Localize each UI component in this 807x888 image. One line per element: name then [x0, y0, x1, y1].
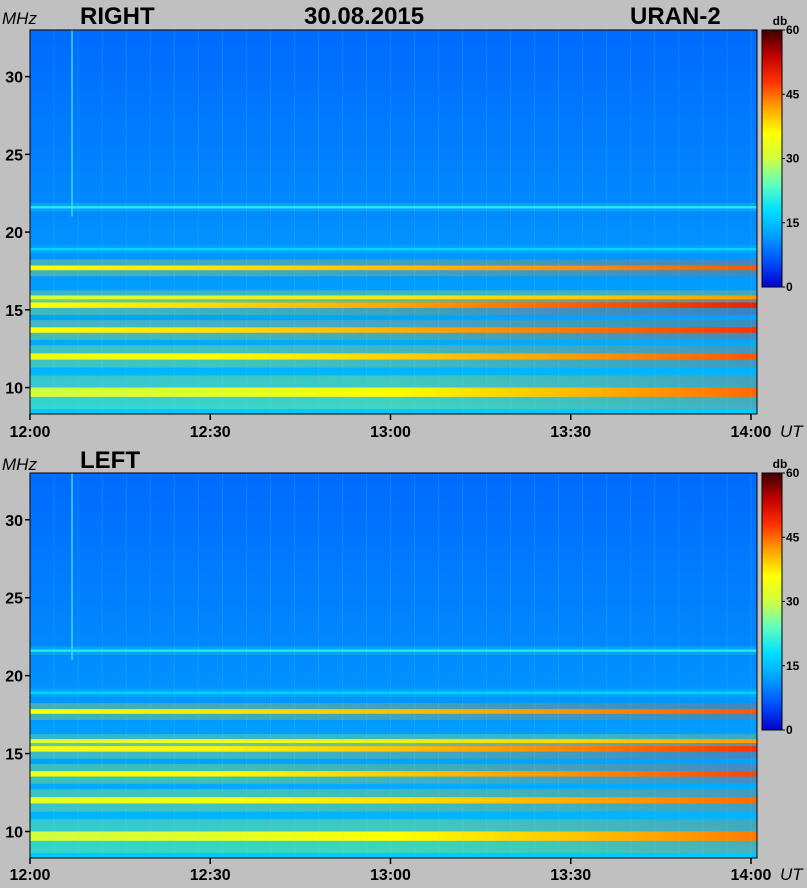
y-tick-label: 20: [5, 669, 23, 686]
emission-band-18.9mhz: [30, 248, 757, 251]
colorbar-tick-label: 30: [786, 595, 800, 609]
plot-frame: [29, 29, 758, 415]
colorbar-tick-label: 30: [786, 152, 800, 166]
y-tick-label: 15: [5, 303, 23, 320]
x-tick-label: 12:30: [190, 867, 231, 884]
spectrogram-panel-left: 10 15 20 25 30 12:00 12:30 13:00 13:30 14:00 UT db 0…: [5, 457, 804, 884]
x-tick-label: 14:00: [731, 867, 772, 884]
y-tick-label: 25: [5, 147, 23, 164]
colorbar: [761, 29, 783, 288]
emission-band-9.7mhz: [30, 387, 757, 397]
x-tick-label: 12:00: [10, 424, 51, 441]
x-axis-unit: UT: [780, 865, 804, 884]
observation-date: 30.08.2015: [304, 3, 424, 30]
colorbar-unit: db: [773, 457, 788, 471]
y-tick-label: 25: [5, 591, 23, 608]
y-tick-label: 30: [5, 70, 23, 87]
emission-band-9.7mhz: [30, 831, 757, 841]
x-tick-label: 12:30: [190, 424, 231, 441]
x-tick-label: 12:00: [10, 867, 51, 884]
y-tick-label: 30: [5, 513, 23, 530]
y-tick-label: 10: [5, 825, 23, 842]
x-tick-label: 13:30: [550, 867, 591, 884]
panel-title-right: RIGHT: [80, 3, 155, 30]
colorbar-tick-label: 0: [786, 723, 793, 737]
x-tick-label: 14:00: [731, 424, 772, 441]
spectrogram-panel-right: 10 15 20 25 30 12:00 12:30 13:00 13:30 14:00 UT db 0…: [5, 14, 804, 441]
colorbar-tick-label: 0: [786, 280, 793, 294]
colorbar-tick-label: 60: [786, 466, 800, 480]
emission-band-13.7mhz: [30, 327, 757, 333]
colorbar-tick-label: 15: [786, 216, 800, 230]
emission-band-21.6mhz: [30, 649, 757, 652]
y-tick-label: 15: [5, 747, 23, 764]
x-tick-label: 13:30: [550, 424, 591, 441]
y-tick-label: 10: [5, 381, 23, 398]
y-axis-unit-top: MHz: [2, 9, 37, 28]
emission-band-15.3mhz: [30, 746, 757, 752]
emission-band-15.3mhz: [30, 302, 757, 308]
x-tick-label: 13:00: [370, 424, 411, 441]
instrument-name: URAN-2: [630, 3, 721, 30]
emission-band-12mhz: [30, 797, 757, 804]
y-tick-label: 20: [5, 225, 23, 242]
colorbar-unit: db: [773, 14, 788, 28]
colorbar-tick-label: 15: [786, 659, 800, 673]
emission-band-21.6mhz: [30, 206, 757, 209]
emission-band-13.7mhz: [30, 771, 757, 777]
colorbar: [761, 472, 783, 731]
emission-band-12mhz: [30, 353, 757, 360]
plot-frame: [29, 472, 758, 859]
panel-title-left: LEFT: [80, 447, 140, 474]
colorbar-tick-label: 45: [786, 87, 800, 101]
y-axis-unit-bottom: MHz: [2, 455, 37, 474]
emission-band-17.7mhz: [30, 709, 757, 714]
colorbar-tick-label: 60: [786, 23, 800, 37]
colorbar-tick-label: 45: [786, 530, 800, 544]
emission-band-17.7mhz: [30, 265, 757, 271]
x-tick-label: 13:00: [370, 867, 411, 884]
x-axis-unit: UT: [780, 422, 804, 441]
emission-band-18.9mhz: [30, 691, 757, 694]
